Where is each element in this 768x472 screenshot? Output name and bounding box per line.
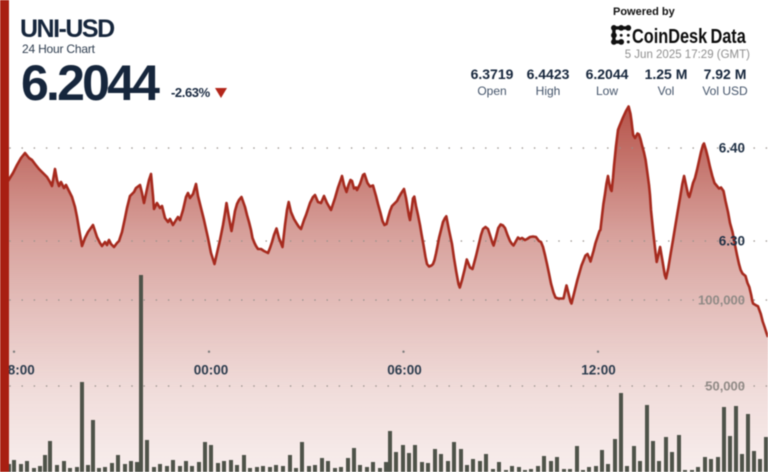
svg-text:6.40: 6.40 bbox=[719, 141, 745, 156]
svg-text:06:00: 06:00 bbox=[387, 363, 422, 378]
svg-text:12:00: 12:00 bbox=[581, 363, 616, 378]
svg-text:00:00: 00:00 bbox=[194, 363, 229, 378]
svg-text:50,000: 50,000 bbox=[705, 379, 745, 394]
svg-text:6.30: 6.30 bbox=[719, 234, 745, 249]
svg-text:100,000: 100,000 bbox=[698, 293, 745, 308]
